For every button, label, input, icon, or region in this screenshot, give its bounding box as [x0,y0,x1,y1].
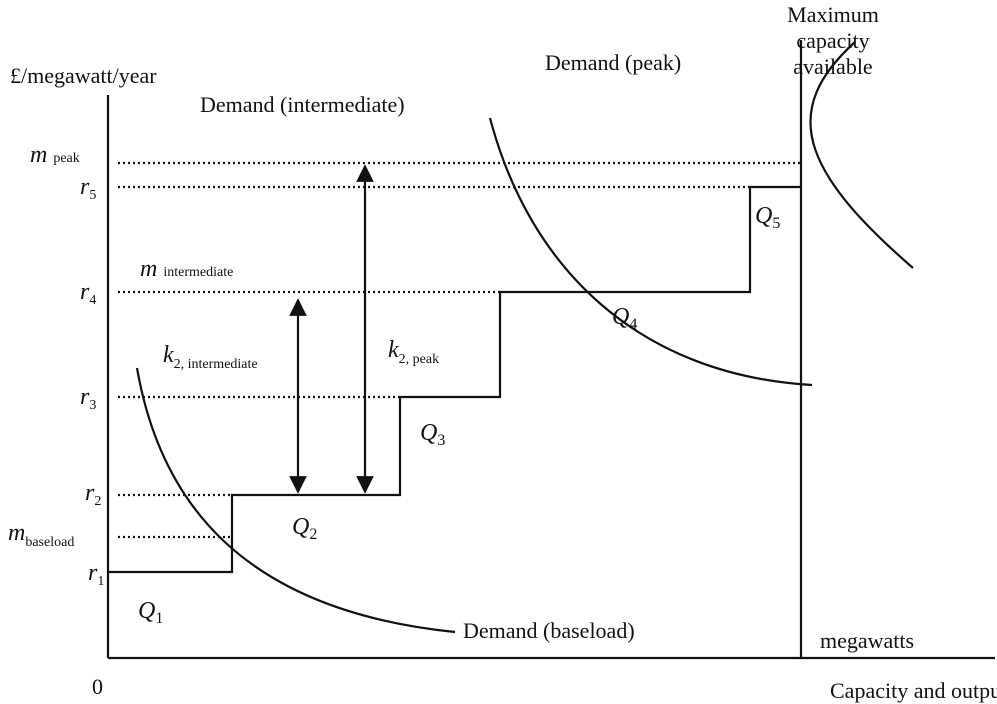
origin-label: 0 [92,674,103,699]
curve-label: Demand (intermediate) [200,92,405,117]
y-axis-label: £/megawatt/year [10,63,157,88]
level-label: r2 [85,480,101,509]
gap-label: k2, peak [388,337,439,367]
curve-label: Demand (peak) [545,50,681,75]
demand-peak-curve [488,117,813,387]
capacity-label: Maximum [787,2,879,27]
demand-baseload-curve [135,367,456,634]
x-axis-label: Capacity and output [830,678,997,703]
demand-max-curve [809,41,914,269]
capacity-label: available [793,54,872,79]
quantity-label: Q4 [612,304,637,333]
quantity-label: Q5 [755,203,780,232]
level-label: r4 [80,279,96,308]
level-label: r5 [80,174,96,203]
gap-label: k2, intermediate [163,342,258,372]
quantity-label: Q1 [138,598,163,627]
level-label: m peak [30,142,80,168]
capacity-label: capacity [796,28,869,53]
level-label: r1 [88,560,104,589]
quantity-label: Q3 [420,420,445,449]
step-function [108,185,801,574]
level-label: m intermediate [140,256,233,282]
level-label: r3 [80,384,96,413]
quantity-label: Q2 [292,514,317,543]
x-unit-label: megawatts [820,628,914,653]
level-label: mbaseload [8,520,74,550]
curve-label: Demand (baseload) [463,618,635,643]
